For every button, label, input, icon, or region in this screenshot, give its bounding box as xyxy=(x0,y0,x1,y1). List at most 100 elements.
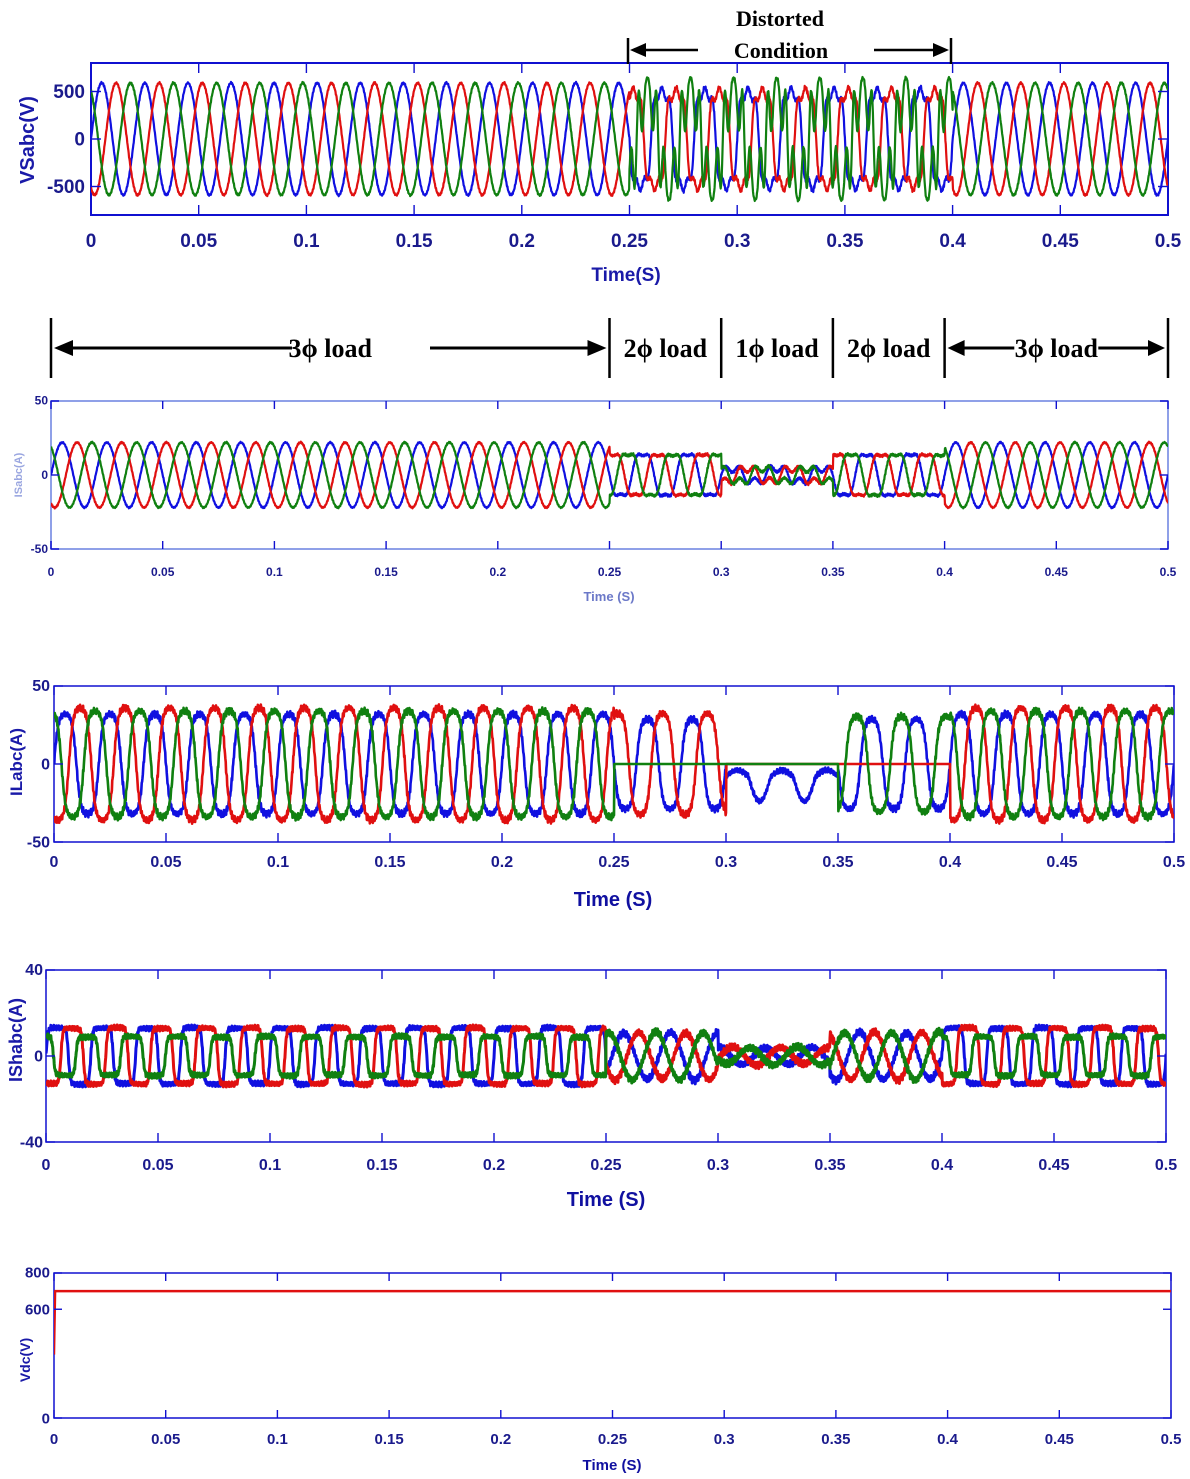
x-tick-label: 0.2 xyxy=(509,231,535,252)
x-tick-label: 0.05 xyxy=(142,1157,173,1174)
series-line-c xyxy=(46,1026,1166,1085)
distorted-left-arrowhead xyxy=(630,43,646,57)
x-tick-label: 0.35 xyxy=(821,1431,850,1448)
x-tick-label: 0.15 xyxy=(374,1431,403,1448)
y-axis-label: IShabc(A) xyxy=(6,998,26,1082)
x-tick-label: 0.35 xyxy=(814,1157,845,1174)
tick-layer: 0 0.05 0.1 0.15 0.2 0.25 0.3 0.35 0.4 0.45 0.5 800 6… xyxy=(25,1265,1181,1449)
region-label: 2ϕ load xyxy=(847,334,931,363)
x-axis-label: Time (S) xyxy=(583,1457,642,1474)
load-current-panel: 0 0.05 0.1 0.15 0.2 0.25 0.3 0.35 0.4 0.45 0.5500-… xyxy=(7,678,1185,911)
series-line-b xyxy=(91,80,1168,198)
x-tick-label: 0.45 xyxy=(1046,854,1077,871)
x-tick-label: 0.5 xyxy=(1163,854,1185,871)
series-layer xyxy=(51,440,1168,510)
y-tick-label: 50 xyxy=(32,678,50,695)
source-current-panel: 0 0.05 0.1 0.15 0.2 0.25 0.3 0.35 0.4 0.45 0.5 50 0 -… xyxy=(13,394,1177,604)
x-tick-label: 0.15 xyxy=(396,231,433,252)
series-layer xyxy=(46,1023,1166,1089)
x-axis-label: Time (S) xyxy=(567,1189,646,1211)
y-tick-label: 0 xyxy=(41,468,48,482)
x-axis-label: Time (S) xyxy=(583,589,634,604)
x-tick-label: 0.3 xyxy=(707,1157,729,1174)
x-tick-label: 0.3 xyxy=(715,854,737,871)
series-line-a xyxy=(91,80,1168,198)
y-tick-label: 0 xyxy=(42,1410,50,1427)
series-line-c xyxy=(91,75,1168,203)
x-tick-label: 0.1 xyxy=(293,231,320,252)
x-tick-label: 0.15 xyxy=(374,854,405,871)
x-tick-label: 0.05 xyxy=(150,854,181,871)
plot-frame xyxy=(53,1272,1172,1419)
y-tick-label: 500 xyxy=(53,82,85,103)
region-label: 3ϕ load xyxy=(289,334,373,363)
x-tick-label: 0.25 xyxy=(611,231,648,252)
series-line-b xyxy=(54,703,1174,826)
tick-layer: 0 0.05 0.1 0.15 0.2 0.25 0.3 0.35 0.4 0.45 0.5500-… xyxy=(31,394,1177,579)
x-tick-label: 0.4 xyxy=(936,565,953,579)
load-region-annotation: 3ϕ load 2ϕ load 1ϕ load 2ϕ load 3ϕ load xyxy=(49,318,1170,378)
y-tick-label: 50 xyxy=(35,394,49,408)
x-tick-label: 0.4 xyxy=(939,231,966,252)
x-tick-label: 0.3 xyxy=(714,1431,735,1448)
x-axis-label: Time (S) xyxy=(574,889,653,911)
y-tick-label: -500 xyxy=(47,177,85,198)
x-tick-label: 0.5 xyxy=(1160,565,1177,579)
x-tick-label: 0.4 xyxy=(939,854,961,871)
x-tick-label: 0.35 xyxy=(821,565,845,579)
x-tick-label: 0.5 xyxy=(1155,231,1182,252)
x-tick-label: 0.2 xyxy=(489,565,506,579)
x-tick-label: 0.1 xyxy=(266,565,283,579)
distorted-condition-annotation: Distorted Condition xyxy=(626,6,953,64)
y-tick-label: 0 xyxy=(74,130,85,151)
distorted-right-arrowhead xyxy=(933,43,949,57)
x-tick-label: 0.35 xyxy=(826,231,863,252)
x-tick-label: 0.1 xyxy=(267,854,289,871)
x-tick-label: 0 xyxy=(50,1431,58,1448)
x-tick-label: 0 xyxy=(50,854,59,871)
series-layer xyxy=(54,703,1174,826)
x-tick-label: 0.25 xyxy=(598,854,629,871)
x-tick-label: 0.25 xyxy=(590,1157,621,1174)
series-line-c xyxy=(51,440,1168,510)
x-tick-label: 0.1 xyxy=(259,1157,281,1174)
region-label: 1ϕ load xyxy=(735,334,819,363)
y-tick-label: 800 xyxy=(25,1265,50,1282)
y-axis-label: VSabc(V) xyxy=(17,96,39,184)
distorted-label-line1: Distorted xyxy=(736,6,824,31)
region-arrowhead xyxy=(1148,340,1165,356)
x-tick-label: 0.05 xyxy=(151,1431,180,1448)
x-tick-label: 0.2 xyxy=(483,1157,505,1174)
y-axis-label: ILabc(A) xyxy=(7,728,26,796)
y-axis-label: ISabc(A) xyxy=(13,452,25,497)
y-tick-label: -50 xyxy=(31,542,49,556)
x-tick-label: 0.3 xyxy=(724,231,750,252)
x-tick-label: 0.1 xyxy=(267,1431,288,1448)
x-tick-label: 0.25 xyxy=(598,1431,627,1448)
y-tick-label: 0 xyxy=(34,1049,43,1066)
tick-layer: 0 0.05 0.1 0.15 0.2 0.25 0.3 0.35 0.4 0.45 0.5 40 0 -… xyxy=(20,962,1177,1174)
region-label: 2ϕ load xyxy=(624,334,708,363)
series-line-c xyxy=(54,706,1174,822)
x-axis-label: Time(S) xyxy=(591,265,660,286)
x-tick-label: 0.05 xyxy=(151,565,175,579)
x-tick-label: 0.15 xyxy=(366,1157,397,1174)
x-tick-label: 0.05 xyxy=(180,231,217,252)
x-tick-label: 0.35 xyxy=(822,854,853,871)
y-axis-label: Vdc(V) xyxy=(17,1338,33,1382)
y-tick-label: -50 xyxy=(27,835,50,852)
x-tick-label: 0.25 xyxy=(598,565,622,579)
y-tick-label: 0 xyxy=(41,757,50,774)
region-arrowhead xyxy=(587,340,607,356)
tick-layer: 0 0.05 0.1 0.15 0.2 0.25 0.3 0.35 0.4 0.45 0.5 500 0… xyxy=(47,63,1182,252)
x-tick-label: 0.3 xyxy=(713,565,730,579)
x-tick-label: 0.4 xyxy=(931,1157,953,1174)
series-line-dc xyxy=(54,1289,1171,1355)
tick-layer: 0 0.05 0.1 0.15 0.2 0.25 0.3 0.35 0.4 0.45 0.5500-… xyxy=(27,678,1185,871)
x-tick-label: 0.45 xyxy=(1038,1157,1069,1174)
x-tick-label: 0 xyxy=(86,231,97,252)
x-tick-label: 0.5 xyxy=(1155,1157,1177,1174)
dc-voltage-panel: 0 0.05 0.1 0.15 0.2 0.25 0.3 0.35 0.4 0.45 0.5 800 6… xyxy=(17,1265,1181,1475)
x-tick-label: 0.15 xyxy=(374,565,398,579)
